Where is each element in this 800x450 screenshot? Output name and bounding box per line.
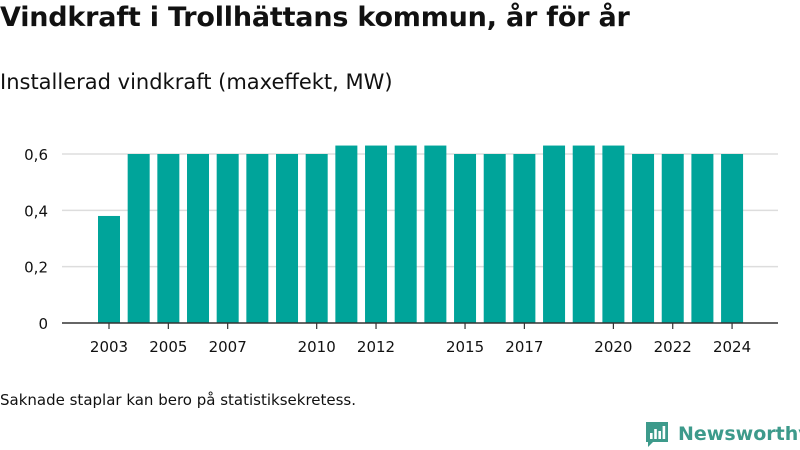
bar <box>454 154 477 323</box>
x-tick-label: 2024 <box>713 338 751 356</box>
x-tick-label: 2022 <box>654 338 692 356</box>
y-axis-ticks: 0 0,2 0,4 0,6 <box>24 146 48 333</box>
bars <box>98 145 744 323</box>
bar <box>276 154 299 323</box>
bar <box>246 154 269 323</box>
y-tick-label: 0,4 <box>24 202 48 220</box>
bar <box>424 145 447 323</box>
bar <box>721 154 744 323</box>
bar <box>98 215 120 323</box>
gridlines <box>62 153 778 268</box>
y-tick-label: 0,6 <box>24 146 48 164</box>
bar <box>127 154 150 323</box>
x-axis-ticks: 2003 2005 2007 2010 2012 2015 2017 2020 2022 2024 <box>90 323 751 356</box>
bar <box>513 154 536 323</box>
brand-name: Newsworthy <box>678 423 800 445</box>
bar <box>305 154 328 323</box>
bar <box>602 145 625 323</box>
brand-logo[interactable]: Newsworthy <box>644 420 800 448</box>
bar <box>632 154 655 323</box>
bar <box>365 145 388 323</box>
bar <box>157 154 180 323</box>
bar <box>394 145 417 323</box>
bar <box>661 154 684 323</box>
bar <box>543 145 566 323</box>
bar <box>572 145 595 323</box>
newsworthy-logo-icon <box>646 422 668 447</box>
x-tick-label: 2015 <box>446 338 484 356</box>
bar <box>216 154 239 323</box>
x-tick-label: 2007 <box>209 338 247 356</box>
x-tick-label: 2005 <box>149 338 187 356</box>
chart-title: Vindkraft i Trollhättans kommun, år för … <box>0 2 630 33</box>
x-tick-label: 2012 <box>357 338 395 356</box>
y-tick-label: 0 <box>38 315 48 333</box>
bar <box>335 145 358 323</box>
bar-chart: 00,20,40,6 2003 2005 2007 2010 2012 2015 2017 2… <box>24 145 778 356</box>
x-tick-label: 2010 <box>298 338 336 356</box>
bar <box>187 154 210 323</box>
y-tick-label: 0,2 <box>24 259 48 277</box>
footnote: Saknade staplar kan bero på statistiksek… <box>0 391 357 409</box>
x-tick-label: 2017 <box>505 338 543 356</box>
bar <box>483 154 506 323</box>
bar <box>691 154 714 323</box>
x-tick-label: 2003 <box>90 338 128 356</box>
chart-subtitle: Installerad vindkraft (maxeffekt, MW) <box>0 70 393 94</box>
x-tick-label: 2020 <box>594 338 632 356</box>
